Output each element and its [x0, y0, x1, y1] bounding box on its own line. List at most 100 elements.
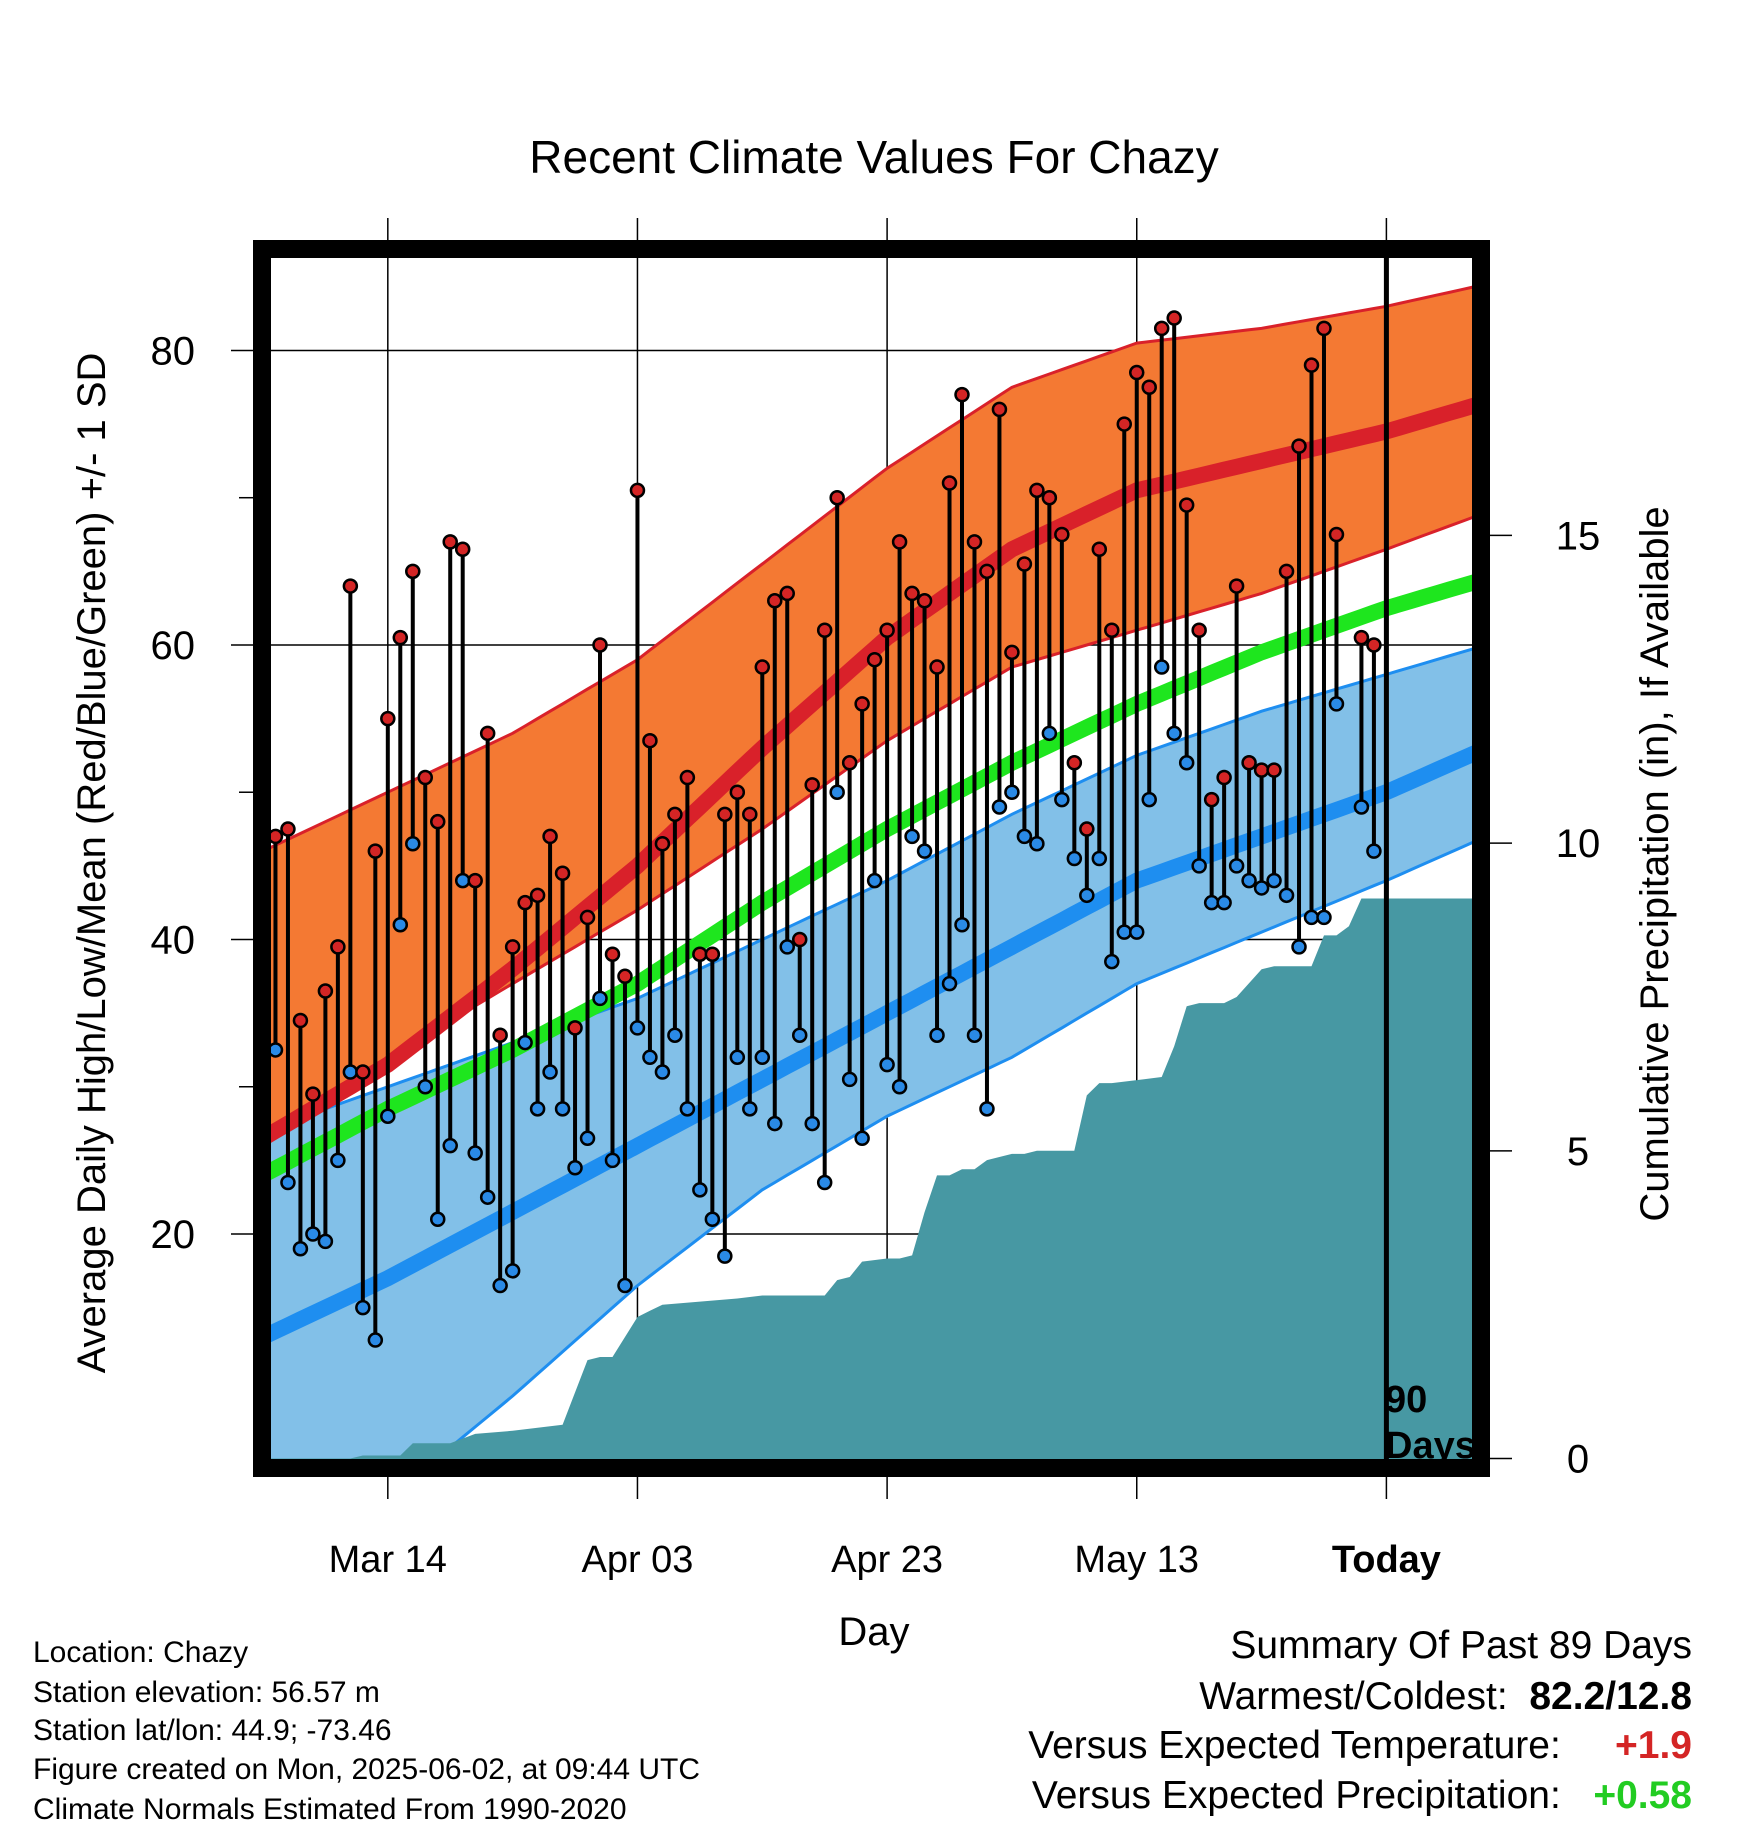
daily-low-point — [417, 1079, 434, 1095]
info-location: Location: Chazy — [33, 1636, 249, 1669]
plot-border — [253, 240, 1490, 1477]
daily-high-point — [579, 909, 596, 926]
daily-low-point — [767, 1115, 783, 1132]
daily-high-point — [1303, 357, 1320, 373]
daily-high-point — [1316, 320, 1332, 337]
daily-low-point — [1153, 659, 1170, 675]
daily-high-point — [654, 836, 671, 852]
summary-temp-label: Versus Expected Temperature: — [1028, 1724, 1561, 1767]
daily-low-point — [330, 1152, 346, 1169]
daily-high-point — [791, 931, 808, 948]
daily-high-point — [1253, 762, 1270, 778]
summary-warm-cold-label: Warmest/Coldest: — [1199, 1675, 1508, 1718]
daily-high-point — [717, 806, 733, 823]
daily-low-point — [1253, 880, 1270, 896]
daily-low-point — [405, 836, 421, 852]
daily-high-point — [1266, 762, 1282, 778]
daily-low-point — [704, 1211, 721, 1228]
daily-high-point — [292, 1012, 309, 1029]
daily-high-point — [879, 622, 895, 638]
daily-low-point — [617, 1277, 633, 1294]
daily-high-point — [929, 659, 945, 675]
daily-high-point — [1016, 556, 1033, 572]
daily-high-point — [642, 732, 658, 749]
summary-title: Summary Of Past 89 Days — [1230, 1624, 1692, 1667]
daily-high-point — [380, 710, 396, 727]
daily-high-point — [1054, 526, 1070, 543]
daily-low-point — [1316, 909, 1332, 926]
daily-high-point — [1079, 821, 1095, 837]
daily-low-point — [729, 1049, 746, 1066]
daily-high-point — [692, 946, 708, 962]
daily-low-point — [941, 975, 958, 992]
daily-high-point — [1153, 320, 1170, 337]
daily-high-point — [904, 585, 920, 602]
daily-low-point — [916, 843, 933, 859]
daily-low-point — [392, 917, 409, 933]
y-tick-label: 20 — [151, 1213, 196, 1257]
daily-low-point — [1178, 755, 1195, 771]
daily-low-point — [854, 1130, 870, 1147]
daily-high-point — [1066, 755, 1083, 771]
y2-tick-label: 5 — [1567, 1130, 1589, 1174]
daily-low-point — [1104, 953, 1120, 970]
daily-low-point — [1091, 850, 1108, 867]
daily-low-point — [429, 1211, 446, 1228]
daily-low-point — [866, 872, 883, 889]
daily-low-point — [529, 1101, 546, 1117]
daily-high-point — [442, 534, 458, 550]
daily-low-point — [1228, 858, 1245, 874]
daily-high-point — [866, 651, 883, 668]
daily-low-point — [991, 799, 1008, 815]
daily-high-point — [492, 1027, 508, 1043]
daily-high-point — [1216, 769, 1232, 786]
daily-high-point — [1104, 622, 1120, 638]
daily-high-point — [829, 489, 845, 506]
daily-high-point — [342, 578, 359, 594]
daily-high-point — [742, 806, 758, 823]
chart-title: Recent Climate Values For Chazy — [529, 131, 1218, 183]
daily-low-point — [717, 1248, 733, 1264]
daily-low-point — [1353, 799, 1370, 815]
daily-low-point — [667, 1027, 683, 1043]
daily-high-point — [629, 482, 646, 499]
daily-high-point — [1004, 644, 1020, 661]
daily-high-point — [429, 813, 446, 830]
daily-high-point — [367, 843, 384, 859]
today-label-line2: Days — [1385, 1425, 1476, 1467]
daily-low-point — [642, 1049, 658, 1066]
daily-low-point — [517, 1034, 533, 1051]
daily-high-point — [554, 865, 571, 881]
summary-temp: Versus Expected Temperature: +1.9 — [1028, 1726, 1692, 1765]
x-tick-label: Apr 23 — [831, 1539, 943, 1581]
daily-high-point — [392, 629, 409, 646]
daily-high-point — [941, 475, 958, 491]
daily-high-point — [305, 1086, 321, 1102]
daily-low-point — [929, 1027, 945, 1043]
daily-low-point — [1041, 725, 1058, 742]
daily-low-point — [692, 1182, 708, 1198]
daily-low-point — [979, 1101, 995, 1117]
summary-warm-cold: Warmest/Coldest: 82.2/12.8 — [1199, 1677, 1692, 1716]
info-elevation: Station elevation: 56.57 m — [33, 1676, 380, 1709]
daily-low-point — [654, 1064, 671, 1080]
daily-high-point — [1041, 489, 1058, 506]
daily-high-point — [1203, 791, 1220, 808]
y-tick-label: 60 — [151, 624, 196, 668]
x-tick-label: Mar 14 — [329, 1539, 447, 1581]
normal-high-line — [271, 396, 1478, 1143]
daily-low-point — [1203, 894, 1220, 911]
y-axis-label: Average Daily High/Low/Mean (Red/Blue/Gr… — [70, 353, 114, 1374]
daily-high-point — [567, 1020, 583, 1036]
daily-low-point — [904, 828, 920, 845]
daily-high-point — [529, 887, 546, 904]
x-tick-label: Today — [1332, 1539, 1441, 1581]
daily-high-point — [916, 593, 933, 609]
plot-data — [271, 253, 1478, 1465]
summary-warm-cold-value: 82.2/12.8 — [1529, 1675, 1692, 1718]
daily-high-point — [667, 806, 683, 823]
daily-low-point — [292, 1240, 309, 1257]
daily-low-point — [1054, 791, 1070, 808]
daily-low-point — [1116, 924, 1133, 940]
daily-low-point — [954, 917, 970, 933]
